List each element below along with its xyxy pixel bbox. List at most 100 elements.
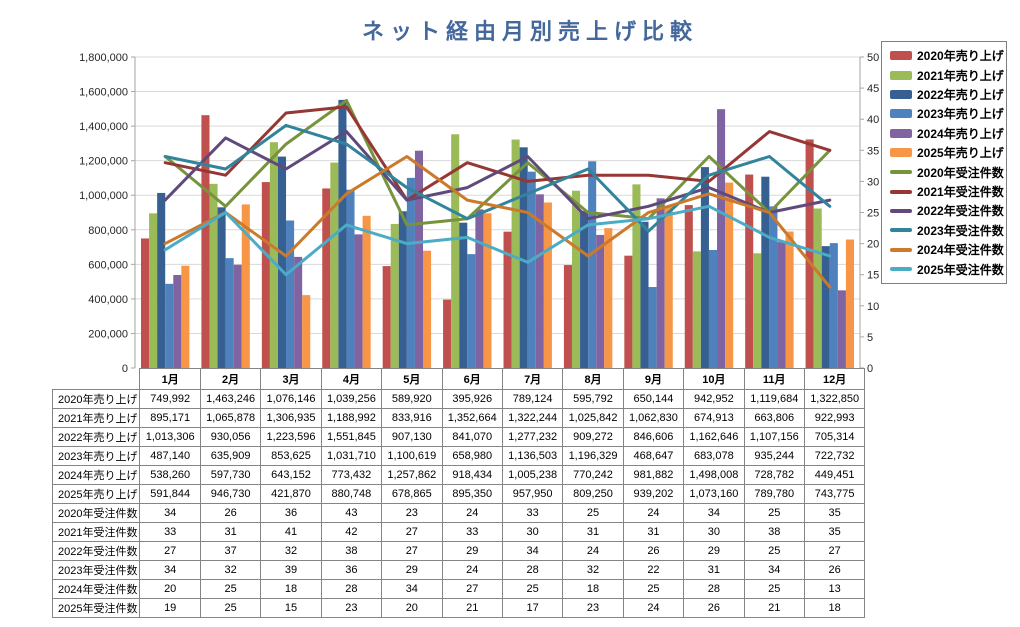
- table-cell[interactable]: 643,152: [260, 465, 322, 485]
- table-cell[interactable]: 26: [683, 598, 745, 618]
- table-cell[interactable]: 20: [139, 579, 201, 599]
- table-cell[interactable]: 468,647: [622, 446, 685, 466]
- legend-item[interactable]: 2024年売り上げ: [890, 126, 1006, 141]
- table-cell[interactable]: 27: [381, 522, 443, 542]
- table-cell[interactable]: 29: [683, 541, 745, 561]
- legend-item[interactable]: 2023年売り上げ: [890, 107, 1006, 121]
- table-cell[interactable]: 25: [199, 598, 262, 618]
- table-cell[interactable]: 27: [441, 579, 503, 599]
- table-cell[interactable]: 942,952: [683, 389, 745, 409]
- table-cell[interactable]: 34: [139, 503, 201, 523]
- table-cell[interactable]: 1,107,156: [743, 427, 805, 447]
- table-cell[interactable]: 1,119,684: [743, 389, 805, 409]
- table-cell[interactable]: 663,806: [743, 408, 805, 428]
- legend-item[interactable]: 2025年売り上げ: [890, 146, 1006, 160]
- table-cell[interactable]: 595,792: [562, 389, 624, 409]
- table-cell[interactable]: 25: [743, 579, 805, 599]
- table-cell[interactable]: 33: [139, 522, 201, 542]
- row-header[interactable]: 2022年受注件数: [51, 541, 141, 561]
- row-header[interactable]: 2020年売り上げ: [51, 389, 141, 409]
- month-header[interactable]: 11月: [743, 368, 805, 390]
- table-cell[interactable]: 981,882: [622, 465, 685, 485]
- table-cell[interactable]: 635,909: [199, 446, 262, 466]
- table-cell[interactable]: 24: [562, 541, 624, 561]
- table-cell[interactable]: 31: [199, 522, 262, 542]
- table-cell[interactable]: 19: [139, 598, 201, 618]
- table-cell[interactable]: 27: [803, 541, 866, 561]
- table-cell[interactable]: 26: [622, 541, 685, 561]
- table-cell[interactable]: 789,780: [743, 484, 805, 504]
- table-cell[interactable]: 15: [260, 598, 322, 618]
- table-cell[interactable]: 41: [260, 522, 322, 542]
- table-cell[interactable]: 1,188,992: [320, 408, 383, 428]
- table-cell[interactable]: 24: [622, 598, 685, 618]
- table-cell[interactable]: 27: [381, 541, 443, 561]
- table-cell[interactable]: 34: [139, 560, 201, 580]
- table-cell[interactable]: 770,242: [562, 465, 624, 485]
- table-cell[interactable]: 38: [743, 522, 805, 542]
- legend-item[interactable]: 2024年受注件数: [890, 243, 1006, 257]
- table-cell[interactable]: 1,223,596: [260, 427, 322, 447]
- table-cell[interactable]: 749,992: [139, 389, 201, 409]
- legend-item[interactable]: 2020年受注件数: [890, 165, 1006, 180]
- month-header[interactable]: 4月: [320, 368, 383, 390]
- table-cell[interactable]: 1,551,845: [320, 427, 383, 447]
- legend-item[interactable]: 2021年受注件数: [890, 185, 1006, 199]
- table-cell[interactable]: 23: [320, 598, 383, 618]
- table-cell[interactable]: 21: [743, 598, 805, 618]
- table-cell[interactable]: 28: [501, 560, 564, 580]
- table-cell[interactable]: 589,920: [381, 389, 443, 409]
- table-cell[interactable]: 36: [260, 503, 322, 523]
- table-cell[interactable]: 1,498,008: [683, 465, 745, 485]
- table-cell[interactable]: 1,162,646: [683, 427, 745, 447]
- table-cell[interactable]: 32: [260, 541, 322, 561]
- table-cell[interactable]: 597,730: [199, 465, 262, 485]
- month-header[interactable]: 3月: [260, 368, 322, 390]
- table-cell[interactable]: 846,606: [622, 427, 685, 447]
- table-cell[interactable]: 27: [139, 541, 201, 561]
- table-cell[interactable]: 939,202: [622, 484, 685, 504]
- row-header[interactable]: 2021年受注件数: [51, 522, 141, 542]
- table-cell[interactable]: 31: [622, 522, 685, 542]
- table-cell[interactable]: 743,775: [803, 484, 866, 504]
- table-cell[interactable]: 43: [320, 503, 383, 523]
- table-cell[interactable]: 31: [683, 560, 745, 580]
- table-cell[interactable]: 1,352,664: [441, 408, 503, 428]
- row-header[interactable]: 2023年受注件数: [51, 560, 141, 580]
- legend-item[interactable]: 2022年売り上げ: [890, 88, 1006, 102]
- table-cell[interactable]: 449,451: [803, 465, 866, 485]
- table-cell[interactable]: 833,916: [381, 408, 443, 428]
- table-cell[interactable]: 1,039,256: [320, 389, 383, 409]
- table-cell[interactable]: 34: [381, 579, 443, 599]
- table-cell[interactable]: 21: [441, 598, 503, 618]
- row-header[interactable]: 2023年売り上げ: [51, 446, 141, 466]
- table-cell[interactable]: 935,244: [743, 446, 805, 466]
- table-cell[interactable]: 1,463,246: [199, 389, 262, 409]
- table-cell[interactable]: 26: [199, 503, 262, 523]
- table-cell[interactable]: 31: [562, 522, 624, 542]
- table-cell[interactable]: 674,913: [683, 408, 745, 428]
- row-header[interactable]: 2022年売り上げ: [51, 427, 141, 447]
- legend-item[interactable]: 2022年受注件数: [890, 204, 1006, 218]
- table-cell[interactable]: 1,013,306: [139, 427, 201, 447]
- table-cell[interactable]: 1,031,710: [320, 446, 383, 466]
- month-header[interactable]: 9月: [622, 368, 685, 390]
- table-cell[interactable]: 880,748: [320, 484, 383, 504]
- table-cell[interactable]: 32: [562, 560, 624, 580]
- row-header[interactable]: 2025年受注件数: [51, 598, 141, 618]
- table-cell[interactable]: 728,782: [743, 465, 805, 485]
- table-cell[interactable]: 591,844: [139, 484, 201, 504]
- table-cell[interactable]: 1,076,146: [260, 389, 322, 409]
- table-cell[interactable]: 1,073,160: [683, 484, 745, 504]
- table-cell[interactable]: 395,926: [441, 389, 503, 409]
- month-header[interactable]: 5月: [381, 368, 443, 390]
- table-cell[interactable]: 28: [683, 579, 745, 599]
- table-cell[interactable]: 25: [743, 541, 805, 561]
- table-cell[interactable]: 13: [803, 579, 866, 599]
- table-cell[interactable]: 650,144: [622, 389, 685, 409]
- table-cell[interactable]: 1,100,619: [381, 446, 443, 466]
- table-cell[interactable]: 35: [803, 503, 866, 523]
- row-header[interactable]: 2021年売り上げ: [51, 408, 141, 428]
- table-cell[interactable]: 683,078: [683, 446, 745, 466]
- table-cell[interactable]: 34: [683, 503, 745, 523]
